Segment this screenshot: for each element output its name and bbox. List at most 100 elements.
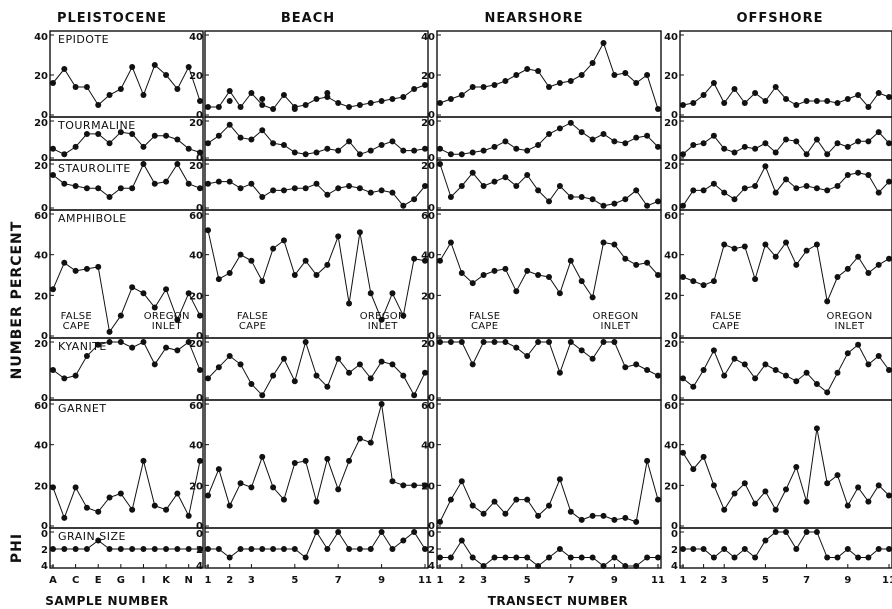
data-point (793, 464, 800, 471)
x-tick-label: 7 (567, 575, 574, 586)
y-tick-label: 0 (41, 521, 48, 532)
data-point (346, 104, 353, 110)
data-point (174, 136, 181, 143)
data-point (291, 149, 298, 156)
data-point (556, 125, 563, 132)
data-point-extra (259, 96, 266, 102)
panel-pleistocene-tourmaline: TOURMALINE 0 20 (34, 116, 204, 164)
data-point (280, 355, 287, 362)
data-point (356, 361, 363, 368)
data-point (834, 554, 841, 561)
series-line-grain_size (208, 530, 426, 559)
data-point (803, 183, 810, 189)
data-point (378, 529, 385, 535)
data-point (741, 243, 748, 250)
data-point (741, 361, 748, 368)
data-point (140, 339, 147, 345)
y-tick-label: 0 (196, 393, 203, 404)
data-point (644, 367, 651, 373)
data-point (710, 132, 717, 139)
data-point (197, 98, 203, 104)
data-point (491, 143, 498, 150)
y-tick-label: 20 (421, 339, 435, 350)
data-point (772, 253, 779, 260)
panel-frame (204, 337, 429, 401)
data-point-extra (226, 98, 233, 104)
data-point (783, 372, 789, 379)
data-point (185, 546, 192, 552)
series-line-amphibole (682, 241, 890, 304)
annotation-text: OREGON (360, 311, 406, 322)
data-point (185, 180, 192, 187)
data-point (772, 506, 779, 513)
plot-area: EPIDOTE02040TOURMALINE020STAUROLITE020AM… (34, 30, 892, 586)
data-point (524, 496, 531, 503)
panel-offshore-grain_size: 0 2 4 (671, 527, 892, 572)
data-point (83, 546, 90, 552)
y-tick-label: 20 (664, 161, 678, 172)
y-tick-label: 20 (421, 71, 435, 82)
data-point (567, 119, 574, 126)
annotation-text: INLET (152, 321, 183, 332)
data-point (710, 278, 717, 285)
y-tick-label: 20 (664, 71, 678, 82)
data-point (270, 187, 277, 194)
data-point (546, 198, 552, 205)
x-tick-label: 5 (762, 575, 769, 586)
data-point (378, 142, 385, 149)
y-tick-label: 20 (189, 161, 203, 172)
data-point (129, 546, 136, 552)
data-point (237, 104, 244, 110)
data-point (378, 401, 385, 407)
phi-axis-label: PHI (9, 533, 25, 563)
data-point (556, 546, 563, 552)
data-point (700, 546, 707, 552)
x-tick-label: I (142, 575, 146, 586)
data-point (491, 339, 498, 345)
data-point (313, 272, 320, 278)
data-point (400, 94, 407, 100)
data-point (589, 294, 596, 301)
data-point (185, 512, 192, 519)
y-tick-label: 40 (34, 32, 48, 43)
data-point (690, 546, 697, 552)
data-point (578, 194, 585, 200)
data-point (324, 261, 331, 268)
data-point (83, 185, 90, 192)
data-point (480, 183, 487, 189)
data-point (844, 172, 851, 178)
annotation-text: CAPE (63, 321, 90, 332)
data-point (237, 361, 244, 368)
data-point (411, 147, 418, 154)
annotation-text: CAPE (712, 321, 739, 332)
data-point (469, 502, 476, 509)
data-point (834, 274, 841, 281)
y-tick-label: 40 (189, 32, 203, 43)
data-point (226, 178, 233, 185)
data-point (117, 312, 124, 319)
data-point (422, 183, 428, 189)
data-point (752, 375, 759, 382)
data-point (447, 151, 454, 158)
data-point (834, 183, 841, 189)
data-point (117, 339, 124, 345)
panel-frame (679, 337, 892, 401)
y-tick-label: 0 (671, 529, 678, 540)
y-tick-label: 20 (664, 291, 678, 302)
data-point (346, 369, 353, 376)
data-point (422, 369, 428, 376)
data-point (389, 138, 396, 145)
panel-label-amphibole: AMPHIBOLE (58, 212, 127, 225)
data-point (280, 237, 287, 244)
y-tick-label: 20 (189, 481, 203, 492)
data-point (813, 136, 820, 143)
data-point (855, 92, 862, 98)
y-tick-label: 0 (41, 110, 48, 121)
data-point (72, 484, 79, 491)
data-point (524, 147, 531, 154)
data-point (611, 339, 618, 345)
data-point (813, 98, 820, 104)
